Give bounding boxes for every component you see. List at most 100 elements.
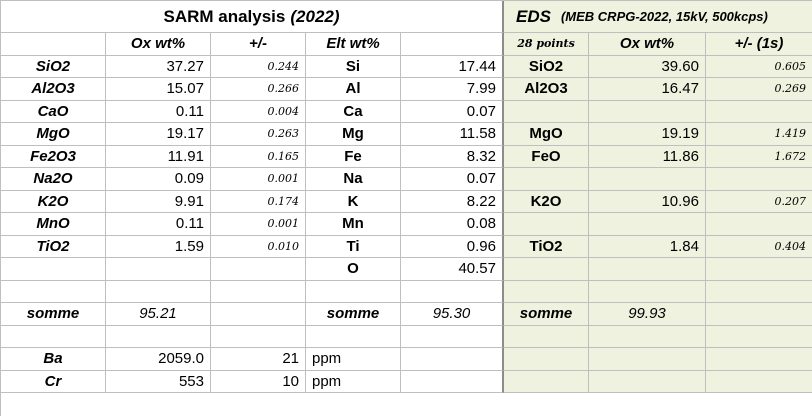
empty-cell	[706, 258, 812, 281]
eds-error: 0.207	[706, 190, 812, 213]
row-label: somme	[1, 303, 106, 326]
elt-wt: 8.22	[401, 190, 504, 213]
ox-wt: 0.11	[106, 100, 211, 123]
eds-ox-wt: 99.93	[589, 303, 706, 326]
row-label: Fe2O3	[1, 145, 106, 168]
column-header: 28 points	[504, 33, 589, 56]
empty-cell	[504, 280, 589, 303]
elt-wt: 0.07	[401, 100, 504, 123]
ox-wt: 15.07	[106, 78, 211, 101]
ox-error: 0.266	[211, 78, 306, 101]
ox-error: 0.165	[211, 145, 306, 168]
eds-error: 1.672	[706, 145, 812, 168]
element: ppm	[306, 348, 401, 371]
element: Na	[306, 168, 401, 191]
eds-title: EDS (MEB CRPG-2022, 15kV, 500kcps)	[504, 1, 812, 33]
empty-cell	[504, 258, 589, 281]
empty-cell	[706, 213, 812, 236]
empty-cell	[589, 325, 706, 348]
ox-wt: 19.17	[106, 123, 211, 146]
ox-error: 0.263	[211, 123, 306, 146]
empty-cell	[211, 280, 306, 303]
empty-cell	[401, 280, 504, 303]
empty-cell	[706, 370, 812, 393]
element: Mn	[306, 213, 401, 236]
ox-wt: 2059.0	[106, 348, 211, 371]
ox-error: 0.244	[211, 55, 306, 78]
empty-cell	[401, 370, 504, 393]
empty-cell	[504, 325, 589, 348]
empty-cell	[706, 348, 812, 371]
empty-cell	[1, 325, 106, 348]
eds-ox-wt: 1.84	[589, 235, 706, 258]
elt-wt: 0.07	[401, 168, 504, 191]
ox-wt: 11.91	[106, 145, 211, 168]
elt-wt: 40.57	[401, 258, 504, 281]
elt-wt: 11.58	[401, 123, 504, 146]
row-label: MnO	[1, 213, 106, 236]
ox-error: 0.004	[211, 100, 306, 123]
empty-cell	[589, 348, 706, 371]
empty-cell	[211, 325, 306, 348]
empty-cell	[401, 348, 504, 371]
eds-oxide: SiO2	[504, 55, 589, 78]
ox-wt: 553	[106, 370, 211, 393]
row-label: MgO	[1, 123, 106, 146]
empty-cell	[589, 258, 706, 281]
ox-error: 21	[211, 348, 306, 371]
eds-error: 1.419	[706, 123, 812, 146]
ox-wt: 9.91	[106, 190, 211, 213]
empty-cell	[589, 168, 706, 191]
row-label: Na2O	[1, 168, 106, 191]
eds-title-text: EDS	[516, 6, 551, 26]
row-label: K2O	[1, 190, 106, 213]
ox-wt: 37.27	[106, 55, 211, 78]
element: ppm	[306, 370, 401, 393]
empty-cell	[589, 213, 706, 236]
ox-wt: 1.59	[106, 235, 211, 258]
eds-ox-wt: 11.86	[589, 145, 706, 168]
row-label: SiO2	[1, 55, 106, 78]
element: Fe	[306, 145, 401, 168]
eds-ox-wt: 39.60	[589, 55, 706, 78]
empty-cell	[504, 168, 589, 191]
element: somme	[306, 303, 401, 326]
empty-cell	[706, 303, 812, 326]
empty-cell	[504, 213, 589, 236]
elt-wt: 7.99	[401, 78, 504, 101]
eds-ox-wt: 16.47	[589, 78, 706, 101]
empty-cell	[706, 280, 812, 303]
eds-subtitle: (MEB CRPG-2022, 15kV, 500kcps)	[560, 9, 768, 24]
eds-error: 0.269	[706, 78, 812, 101]
elt-wt: 95.30	[401, 303, 504, 326]
eds-ox-wt: 10.96	[589, 190, 706, 213]
empty-cell	[504, 100, 589, 123]
empty-cell	[1, 258, 106, 281]
empty-cell	[106, 325, 211, 348]
empty-cell	[106, 280, 211, 303]
ox-error: 0.174	[211, 190, 306, 213]
ox-wt: 0.09	[106, 168, 211, 191]
eds-oxide: TiO2	[504, 235, 589, 258]
element: Al	[306, 78, 401, 101]
ox-wt: 0.11	[106, 213, 211, 236]
empty-cell	[589, 370, 706, 393]
element: Mg	[306, 123, 401, 146]
column-header: Ox wt%	[589, 33, 706, 56]
elt-wt: 0.96	[401, 235, 504, 258]
eds-oxide: somme	[504, 303, 589, 326]
empty-cell	[401, 33, 504, 56]
empty-cell	[401, 325, 504, 348]
empty-cell	[1, 280, 106, 303]
eds-error: 0.605	[706, 55, 812, 78]
eds-oxide: MgO	[504, 123, 589, 146]
empty-cell	[306, 280, 401, 303]
element: Ca	[306, 100, 401, 123]
ox-error: 10	[211, 370, 306, 393]
eds-oxide: FeO	[504, 145, 589, 168]
row-label: CaO	[1, 100, 106, 123]
column-header: +/-	[211, 33, 306, 56]
element: O	[306, 258, 401, 281]
title-year: (2022)	[290, 6, 340, 26]
